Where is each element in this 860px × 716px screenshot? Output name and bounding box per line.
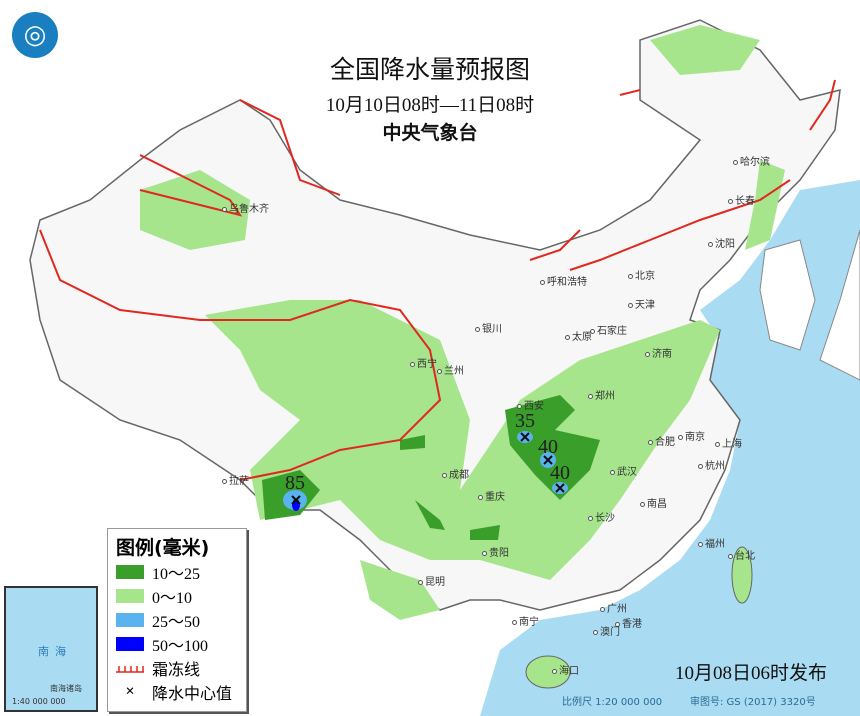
city-label: 福州 [698,535,725,550]
legend-label: 10～25 [152,566,201,583]
city-label: 成都 [442,466,469,481]
frost-line-icon [116,666,144,673]
rain-center-value: 40 [538,436,558,458]
city-label: 北京 [628,267,655,282]
review-number: 审图号: GS (2017) 3320号 [690,697,816,708]
city-label: 长沙 [588,509,615,524]
rain-center-value: 35 [515,410,535,432]
cross-icon: × [125,683,135,700]
swatch [116,613,144,627]
city-label: 长春 [728,192,755,207]
city-label: 昆明 [418,573,445,588]
swatch [116,637,144,651]
city-label: 南宁 [512,613,539,628]
japan [819,229,860,381]
city-label: 上海 [715,435,742,450]
legend-label: 降水中心值 [152,686,233,703]
south-china-sea-inset: 南海 南海诸岛 1:40 000 000 [4,586,98,712]
city-label: 南京 [678,428,705,443]
legend: 图例(毫米) 10～25 0～10 25～50 50～100 霜冻线 × 降水中心… [107,528,247,712]
inset-sea-label: 南海 [38,645,72,658]
city-label: 海口 [552,662,579,677]
forecast-period: 10月10日08时—11日08时 [325,95,535,116]
city-label: 南昌 [640,495,667,510]
swatch [116,589,144,603]
korea-peninsula [759,239,816,351]
city-label: 石家庄 [590,322,627,337]
city-label: 哈尔滨 [733,153,770,168]
rain-center-value: 40 [550,462,570,484]
city-label: 天津 [628,296,655,311]
city-label: 呼和浩特 [540,273,587,288]
city-label: 沈阳 [708,235,735,250]
inset-scale: 1:40 000 000 [12,697,66,706]
swatch [116,565,144,579]
city-label: 重庆 [478,488,505,503]
legend-label: 25～50 [152,614,201,631]
city-label: 西安 [517,397,544,412]
legend-item-10-25: 10～25 [116,560,246,584]
city-label: 银川 [475,320,502,335]
map-scale: 比例尺 1:20 000 000 [562,697,663,708]
legend-item-50-100: 50～100 [116,632,246,656]
city-label: 太原 [565,328,592,343]
publish-time: 10月08日06时发布 [675,663,828,684]
rain-center-value: 85 [285,472,305,494]
city-label: 武汉 [610,463,637,478]
cma-logo: ◎ [12,12,58,58]
legend-title: 图例(毫米) [116,537,210,559]
rain-center-markers [291,432,565,505]
frost-lines [39,79,836,481]
city-label: 广州 [600,600,627,615]
city-label: 兰州 [437,362,464,377]
legend-label: 50～100 [152,638,209,655]
city-label: 台北 [728,547,755,562]
legend-label: 0～10 [152,590,193,607]
legend-item-rain-center: × 降水中心值 [116,680,246,704]
city-label: 合肥 [648,433,675,448]
city-label: 济南 [645,345,672,360]
city-label: 贵阳 [482,544,509,559]
legend-item-0-10: 0～10 [116,584,246,608]
city-label: 西宁 [410,355,437,370]
city-label: 乌鲁木齐 [222,200,269,215]
map-title: 全国降水量预报图 [329,55,530,84]
legend-item-25-50: 25～50 [116,608,246,632]
legend-item-frost-line: 霜冻线 [116,656,246,680]
city-label: 香港 [615,615,642,630]
legend-label: 霜冻线 [152,662,201,679]
city-label: 杭州 [698,457,725,472]
city-label: 郑州 [588,387,615,402]
issuer: 中央气象台 [382,122,478,144]
inset-title: 南海诸岛 [50,684,82,693]
city-label: 拉萨 [222,472,249,487]
city-label: 澳门 [593,623,620,638]
